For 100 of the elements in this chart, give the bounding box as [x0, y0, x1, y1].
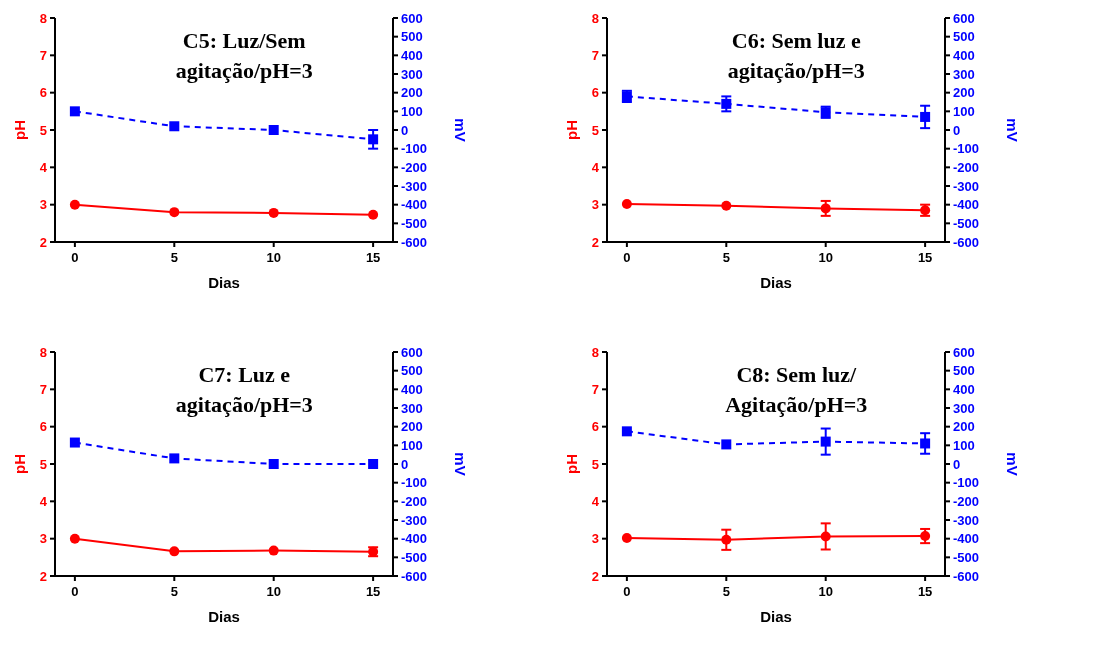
y2-tick-label: -200: [953, 493, 980, 509]
y-tick-label: 2: [39, 568, 47, 584]
y2-tick-label: -500: [953, 549, 980, 565]
y2-tick-label: 400: [953, 47, 975, 63]
point: [368, 209, 379, 220]
y-tick-label: 2: [39, 234, 47, 250]
text: C5: Luz/Sem agitação/pH=3: [175, 28, 313, 83]
point: [268, 207, 279, 218]
point: [920, 111, 931, 122]
y2-tick-label: -400: [401, 531, 428, 547]
y2-tick-label: -600: [401, 234, 428, 250]
y-tick-label: 3: [591, 531, 599, 547]
point: [169, 207, 180, 218]
y2-tick-label: -200: [401, 493, 428, 509]
y2-tick-label: -300: [953, 512, 980, 528]
y2-tick-label: -500: [953, 215, 980, 231]
x-tick-label: 15: [917, 584, 933, 599]
point: [268, 459, 279, 469]
x-tick-label: 10: [818, 584, 833, 599]
y2-tick-label: -500: [401, 215, 428, 231]
y2-axis-title: mV: [1004, 452, 1021, 476]
y2-tick-label: 500: [401, 363, 423, 379]
y2-tick-label: -200: [401, 159, 428, 175]
point: [920, 438, 931, 449]
point: [69, 437, 80, 448]
x-tick-label: 0: [623, 250, 631, 265]
x-axis-title: Dias: [208, 608, 240, 625]
y2-tick-label: 100: [401, 103, 423, 119]
y2-tick-label: 600: [401, 10, 423, 26]
y2-tick-label: 200: [401, 419, 423, 435]
y2-tick-label: 100: [401, 437, 423, 453]
x-tick-label: 0: [623, 584, 631, 599]
point: [368, 459, 379, 469]
point: [721, 439, 732, 450]
y-tick-label: 3: [39, 531, 47, 547]
y2-tick-label: -300: [953, 178, 980, 194]
y2-tick-label: 200: [953, 85, 975, 101]
x-tick-label: 0: [71, 250, 79, 265]
x-axis-title: Dias: [760, 608, 792, 625]
y2-axis-title: mV: [1004, 118, 1021, 142]
y-axis-title: pH: [563, 454, 580, 474]
point: [268, 545, 279, 556]
y2-tick-label: -100: [401, 141, 428, 157]
y2-axis-title: mV: [452, 118, 469, 142]
y2-tick-label: 300: [953, 66, 975, 82]
y2-tick-label: 400: [953, 381, 975, 397]
y-axis-title: pH: [11, 454, 28, 474]
point: [621, 426, 632, 437]
y2-tick-label: 400: [401, 47, 423, 63]
y2-tick-label: -600: [953, 568, 980, 584]
y2-tick-label: -100: [953, 141, 980, 157]
y-tick-label: 6: [39, 419, 47, 435]
y2-tick-label: -100: [953, 475, 980, 491]
y2-tick-label: 200: [401, 85, 423, 101]
point: [820, 436, 831, 447]
y2-tick-label: -100: [401, 475, 428, 491]
y-tick-label: 4: [591, 159, 600, 175]
x-tick-label: 15: [917, 250, 933, 265]
y-tick-label: 6: [39, 85, 47, 101]
point: [368, 134, 379, 145]
y-tick-label: 2: [591, 568, 599, 584]
y2-tick-label: 0: [953, 456, 961, 472]
point: [69, 199, 80, 210]
y2-tick-label: -500: [401, 549, 428, 565]
y-tick-label: 5: [591, 456, 599, 472]
x-tick-label: 5: [170, 584, 178, 599]
y-tick-label: 8: [39, 344, 47, 360]
x-tick-label: 0: [71, 584, 79, 599]
x-tick-label: 10: [818, 250, 833, 265]
y2-tick-label: 600: [953, 344, 975, 360]
y2-tick-label: 600: [401, 344, 423, 360]
point: [169, 546, 180, 557]
y-tick-label: 7: [591, 47, 599, 63]
y2-tick-label: -300: [401, 512, 428, 528]
y2-tick-label: 0: [953, 122, 961, 138]
y2-tick-label: 500: [953, 29, 975, 45]
x-tick-label: 5: [722, 584, 730, 599]
y-tick-label: 8: [591, 10, 599, 26]
y-axis-title: pH: [11, 120, 28, 140]
point: [169, 453, 180, 464]
point: [69, 106, 80, 117]
y2-tick-label: 400: [401, 381, 423, 397]
y-tick-label: 5: [39, 456, 47, 472]
x-tick-label: 15: [365, 584, 381, 599]
y-axis-title: pH: [563, 120, 580, 140]
x-tick-label: 5: [170, 250, 178, 265]
y-tick-label: 7: [591, 381, 599, 397]
y2-tick-label: 100: [953, 103, 975, 119]
y-tick-label: 4: [39, 493, 48, 509]
y2-tick-label: 200: [953, 419, 975, 435]
y2-tick-label: -300: [401, 178, 428, 194]
y-tick-label: 6: [591, 419, 599, 435]
y2-tick-label: 600: [953, 10, 975, 26]
y2-tick-label: -600: [401, 568, 428, 584]
point: [169, 121, 180, 132]
y-tick-label: 3: [591, 197, 599, 213]
y2-tick-label: 300: [953, 400, 975, 416]
y-tick-label: 7: [39, 381, 47, 397]
y2-tick-label: 300: [401, 66, 423, 82]
y-tick-label: 4: [591, 493, 600, 509]
